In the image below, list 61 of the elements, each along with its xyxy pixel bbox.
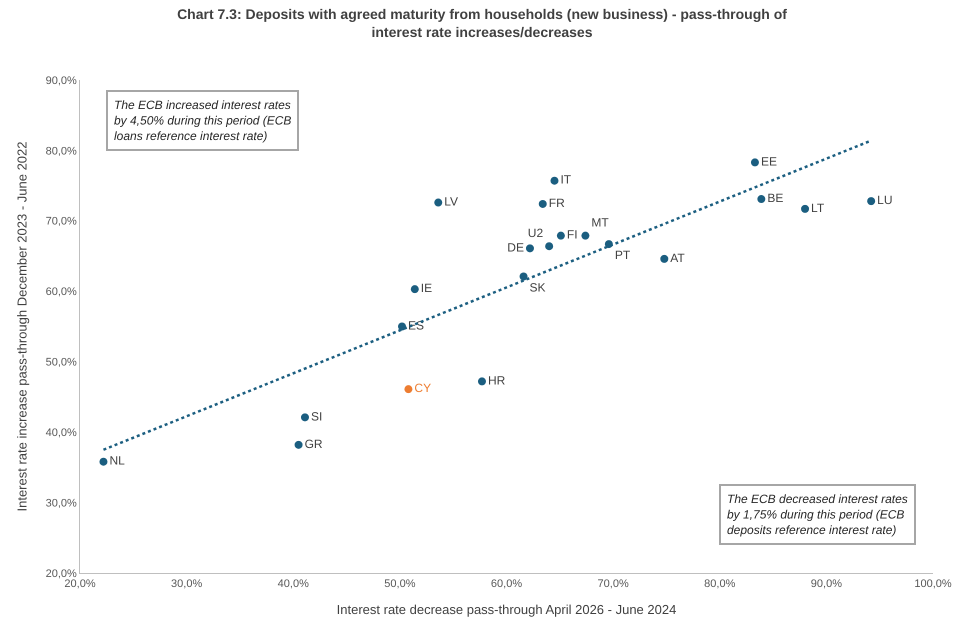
y-tick-label: 30,0% (46, 497, 78, 510)
series-label: LV (444, 194, 458, 209)
point (478, 377, 486, 386)
point (660, 254, 668, 263)
point (294, 440, 303, 449)
series-label: MT (591, 216, 610, 230)
series-label: SI (310, 409, 322, 424)
series-label: EE (760, 154, 777, 168)
x-tick-label: 20,0% (64, 578, 96, 590)
y-tick-label: 50,0% (46, 356, 78, 369)
y-tick-label: 80,0% (46, 145, 78, 158)
point (581, 232, 590, 240)
point (750, 158, 759, 166)
x-tick-label: 70,0% (598, 578, 629, 590)
series-label: IT (560, 172, 572, 187)
series-label: AT (670, 250, 686, 265)
point (300, 413, 309, 422)
y-tick-label: 20,0% (46, 568, 78, 580)
point (410, 285, 419, 294)
series-label: CY (414, 381, 432, 396)
point (545, 242, 554, 250)
point (520, 272, 528, 280)
series-label: BE (767, 191, 784, 206)
x-tick-label: 80,0% (704, 578, 736, 590)
point (538, 200, 547, 208)
annotation: The ECB increased interest rates by 4,50% during this period (ECB loans reference interest rate) (114, 98, 292, 144)
point (526, 244, 534, 252)
x-tick-label: 90,0% (810, 578, 842, 590)
y-tick-label: 40,0% (46, 426, 78, 439)
x-tick-label: 40,0% (278, 578, 310, 590)
point (550, 176, 558, 185)
y-tick-label: 90,0% (46, 74, 78, 87)
point (99, 458, 108, 466)
x-tick-label: 100,0% (914, 578, 952, 590)
chart-title: Chart 7.3: Deposits with agreed maturity from households (new business) - pass-through of interest rate increases/decreases (177, 6, 788, 40)
y-tick-label: 60,0% (46, 286, 78, 298)
series-label: DE (507, 240, 524, 254)
point (556, 232, 565, 240)
x-axis-title: Interest rate decrease pass-through April 2026 - June 2024 (336, 602, 676, 617)
point (434, 198, 442, 207)
y-tick-label: 70,0% (46, 216, 78, 228)
series-label: PT (614, 248, 631, 262)
series-label: GR (304, 436, 323, 451)
series-label: FR (548, 196, 566, 210)
x-tick-label: 30,0% (171, 578, 202, 590)
series-label: SK (530, 280, 546, 294)
point (867, 197, 876, 206)
annotation: The ECB decreased interest rates by 1,75% during this period (ECB deposits reference interest rate) (727, 492, 908, 538)
x-tick-label: 60,0% (490, 578, 522, 590)
point (404, 385, 412, 394)
point (801, 204, 810, 213)
point (757, 195, 766, 204)
series-label: U2 (528, 226, 544, 240)
series-label: LU (877, 193, 893, 208)
series-label: LT (811, 200, 825, 215)
series-label: FI (566, 228, 578, 242)
series-label: NL (109, 454, 126, 468)
x-tick-label: 50,0% (384, 578, 416, 590)
y-axis-title: Interest rate increase pass-through December 2023 - June 2022 (14, 142, 30, 512)
series-label: IE (420, 281, 432, 296)
series-label: HR (488, 373, 506, 388)
